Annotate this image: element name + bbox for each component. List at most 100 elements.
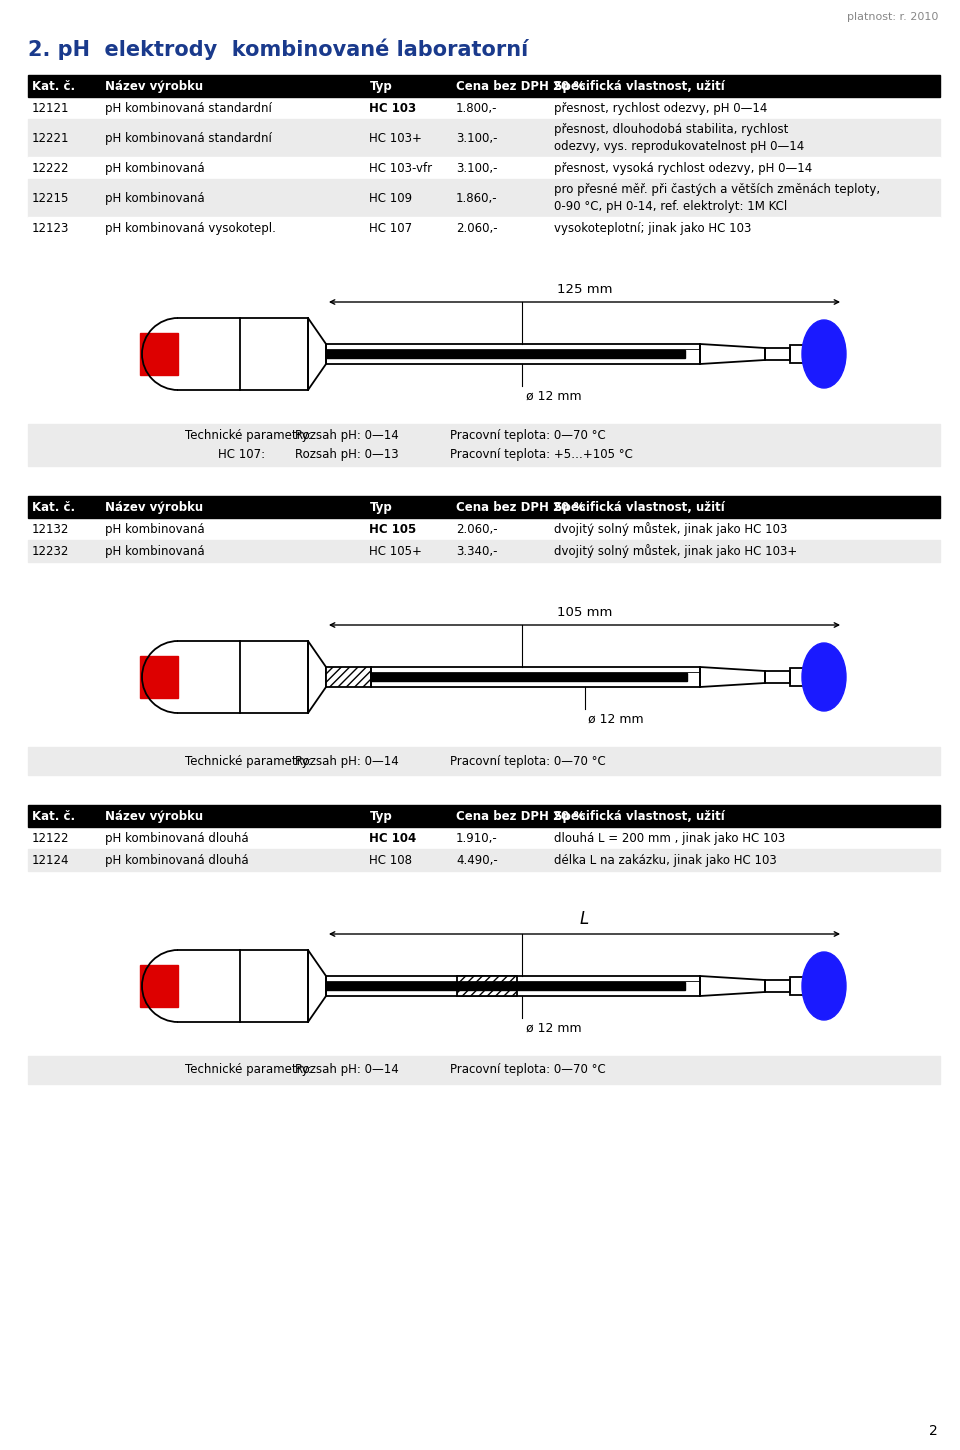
Text: HC 105+: HC 105+ [370, 545, 422, 557]
Text: Technické parametry:: Technické parametry: [185, 429, 312, 442]
Text: odezvy, vys. reprodukovatelnost pH 0—14: odezvy, vys. reprodukovatelnost pH 0—14 [554, 139, 804, 152]
Text: Specifická vlastnost, užití: Specifická vlastnost, užití [554, 500, 725, 513]
Bar [371, 667, 700, 687]
Text: L: L [580, 911, 589, 928]
Text: dvojitý solný můstek, jinak jako HC 103: dvojitý solný můstek, jinak jako HC 103 [554, 522, 787, 536]
Text: přesnost, dlouhodobá stabilita, rychlost: přesnost, dlouhodobá stabilita, rychlost [554, 123, 788, 136]
Bar [790, 668, 804, 686]
Text: 12121: 12121 [32, 102, 69, 115]
Text: délka L na zakázku, jinak jako HC 103: délka L na zakázku, jinak jako HC 103 [554, 854, 777, 867]
Text: Kat. č.: Kat. č. [32, 500, 75, 513]
Text: 125 mm: 125 mm [557, 283, 612, 296]
Text: 3.100,-: 3.100,- [456, 161, 497, 174]
Text: Typ: Typ [370, 809, 393, 822]
Text: Název výrobku: Název výrobku [105, 500, 204, 513]
Text: pro přesné měř. při častých a větších změnách teploty,: pro přesné měř. při častých a větších zm… [554, 183, 879, 196]
Text: Rozsah pH: 0—14: Rozsah pH: 0—14 [295, 1063, 398, 1076]
Text: 2. pH  elektrody  kombinované laboratorní: 2. pH elektrody kombinované laboratorní [28, 38, 528, 59]
Bar [140, 334, 178, 376]
Text: Typ: Typ [370, 80, 393, 93]
Text: pH kombinovaná dlouhá: pH kombinovaná dlouhá [105, 854, 249, 867]
Text: Rozsah pH: 0—13: Rozsah pH: 0—13 [295, 448, 398, 461]
Text: HC 108: HC 108 [370, 854, 413, 867]
Text: pH kombinovaná dlouhá: pH kombinovaná dlouhá [105, 831, 249, 844]
Text: Technické parametry:: Technické parametry: [185, 1063, 312, 1076]
Bar [28, 218, 940, 239]
Bar [28, 496, 940, 518]
Text: 1.910,-: 1.910,- [456, 831, 498, 844]
Text: 4.490,-: 4.490,- [456, 854, 498, 867]
Ellipse shape [802, 953, 846, 1019]
Text: 12222: 12222 [32, 161, 69, 174]
Bar [765, 348, 790, 360]
Text: 0-90 °C, pH 0-14, ref. elektrolyt: 1M KCl: 0-90 °C, pH 0-14, ref. elektrolyt: 1M KC… [554, 200, 787, 213]
Text: 12123: 12123 [32, 222, 69, 235]
Text: HC 109: HC 109 [370, 191, 413, 204]
Bar [28, 97, 940, 119]
Text: pH kombinovaná: pH kombinovaná [105, 161, 204, 174]
Text: pH kombinovaná standardní: pH kombinovaná standardní [105, 132, 272, 145]
Text: vysokoteplotní; jinak jako HC 103: vysokoteplotní; jinak jako HC 103 [554, 222, 751, 235]
Text: HC 107: HC 107 [370, 222, 413, 235]
Text: Pracovní teplota: 0—70 °C: Pracovní teplota: 0—70 °C [450, 1063, 606, 1076]
Text: dlouhá L = 200 mm , jinak jako HC 103: dlouhá L = 200 mm , jinak jako HC 103 [554, 831, 785, 844]
Text: Rozsah pH: 0—14: Rozsah pH: 0—14 [295, 429, 398, 442]
Text: 1.860,-: 1.860,- [456, 191, 497, 204]
Text: Cena bez DPH 20 %: Cena bez DPH 20 % [456, 500, 586, 513]
Text: Typ: Typ [370, 500, 393, 513]
Bar [457, 976, 516, 996]
Bar [28, 805, 940, 826]
Bar [140, 655, 178, 697]
Bar [326, 344, 700, 364]
Text: Cena bez DPH 20 %: Cena bez DPH 20 % [456, 80, 586, 93]
Text: HC 105: HC 105 [370, 522, 417, 535]
Text: 3.340,-: 3.340,- [456, 545, 497, 557]
Text: Pracovní teplota: +5…+105 °C: Pracovní teplota: +5…+105 °C [450, 448, 633, 461]
Bar [790, 977, 804, 995]
Bar [790, 345, 804, 362]
Text: Pracovní teplota: 0—70 °C: Pracovní teplota: 0—70 °C [450, 754, 606, 767]
Text: přesnost, rychlost odezvy, pH 0—14: přesnost, rychlost odezvy, pH 0—14 [554, 102, 767, 115]
Text: pH kombinovaná: pH kombinovaná [105, 191, 204, 204]
Bar [326, 667, 371, 687]
Bar [28, 157, 940, 178]
Text: dvojitý solný můstek, jinak jako HC 103+: dvojitý solný můstek, jinak jako HC 103+ [554, 544, 797, 558]
Text: 12221: 12221 [32, 132, 69, 145]
Text: 12215: 12215 [32, 191, 69, 204]
Text: Kat. č.: Kat. č. [32, 80, 75, 93]
Text: 105 mm: 105 mm [557, 606, 612, 619]
Text: ø 12 mm: ø 12 mm [588, 713, 644, 726]
Text: Rozsah pH: 0—14: Rozsah pH: 0—14 [295, 754, 398, 767]
Bar [765, 671, 790, 683]
Text: pH kombinovaná vysokotepl.: pH kombinovaná vysokotepl. [105, 222, 276, 235]
Text: ø 12 mm: ø 12 mm [526, 1022, 582, 1035]
Bar [326, 349, 685, 358]
Text: přesnost, vysoká rychlost odezvy, pH 0—14: přesnost, vysoká rychlost odezvy, pH 0—1… [554, 161, 812, 174]
Bar [326, 976, 700, 996]
Text: 2: 2 [929, 1424, 938, 1438]
Text: pH kombinovaná standardní: pH kombinovaná standardní [105, 102, 272, 115]
Text: 2.060,-: 2.060,- [456, 222, 497, 235]
Ellipse shape [802, 320, 846, 389]
Bar [28, 119, 940, 157]
Text: 12124: 12124 [32, 854, 69, 867]
Text: 2.060,-: 2.060,- [456, 522, 497, 535]
Text: HC 103: HC 103 [370, 102, 417, 115]
Bar [28, 539, 940, 563]
Bar [765, 980, 790, 992]
Bar [28, 423, 940, 465]
Bar [140, 966, 178, 1006]
Text: Technické parametry:: Technické parametry: [185, 754, 312, 767]
Text: Specifická vlastnost, užití: Specifická vlastnost, užití [554, 809, 725, 822]
Bar [28, 178, 940, 218]
Ellipse shape [802, 642, 846, 710]
Text: pH kombinovaná: pH kombinovaná [105, 522, 204, 535]
Text: Pracovní teplota: 0—70 °C: Pracovní teplota: 0—70 °C [450, 429, 606, 442]
Bar [326, 982, 685, 990]
Text: 12132: 12132 [32, 522, 69, 535]
Text: Název výrobku: Název výrobku [105, 809, 204, 822]
Text: Specifická vlastnost, užití: Specifická vlastnost, užití [554, 80, 725, 93]
Bar [371, 673, 686, 682]
Text: 12122: 12122 [32, 831, 69, 844]
Text: Název výrobku: Název výrobku [105, 80, 204, 93]
